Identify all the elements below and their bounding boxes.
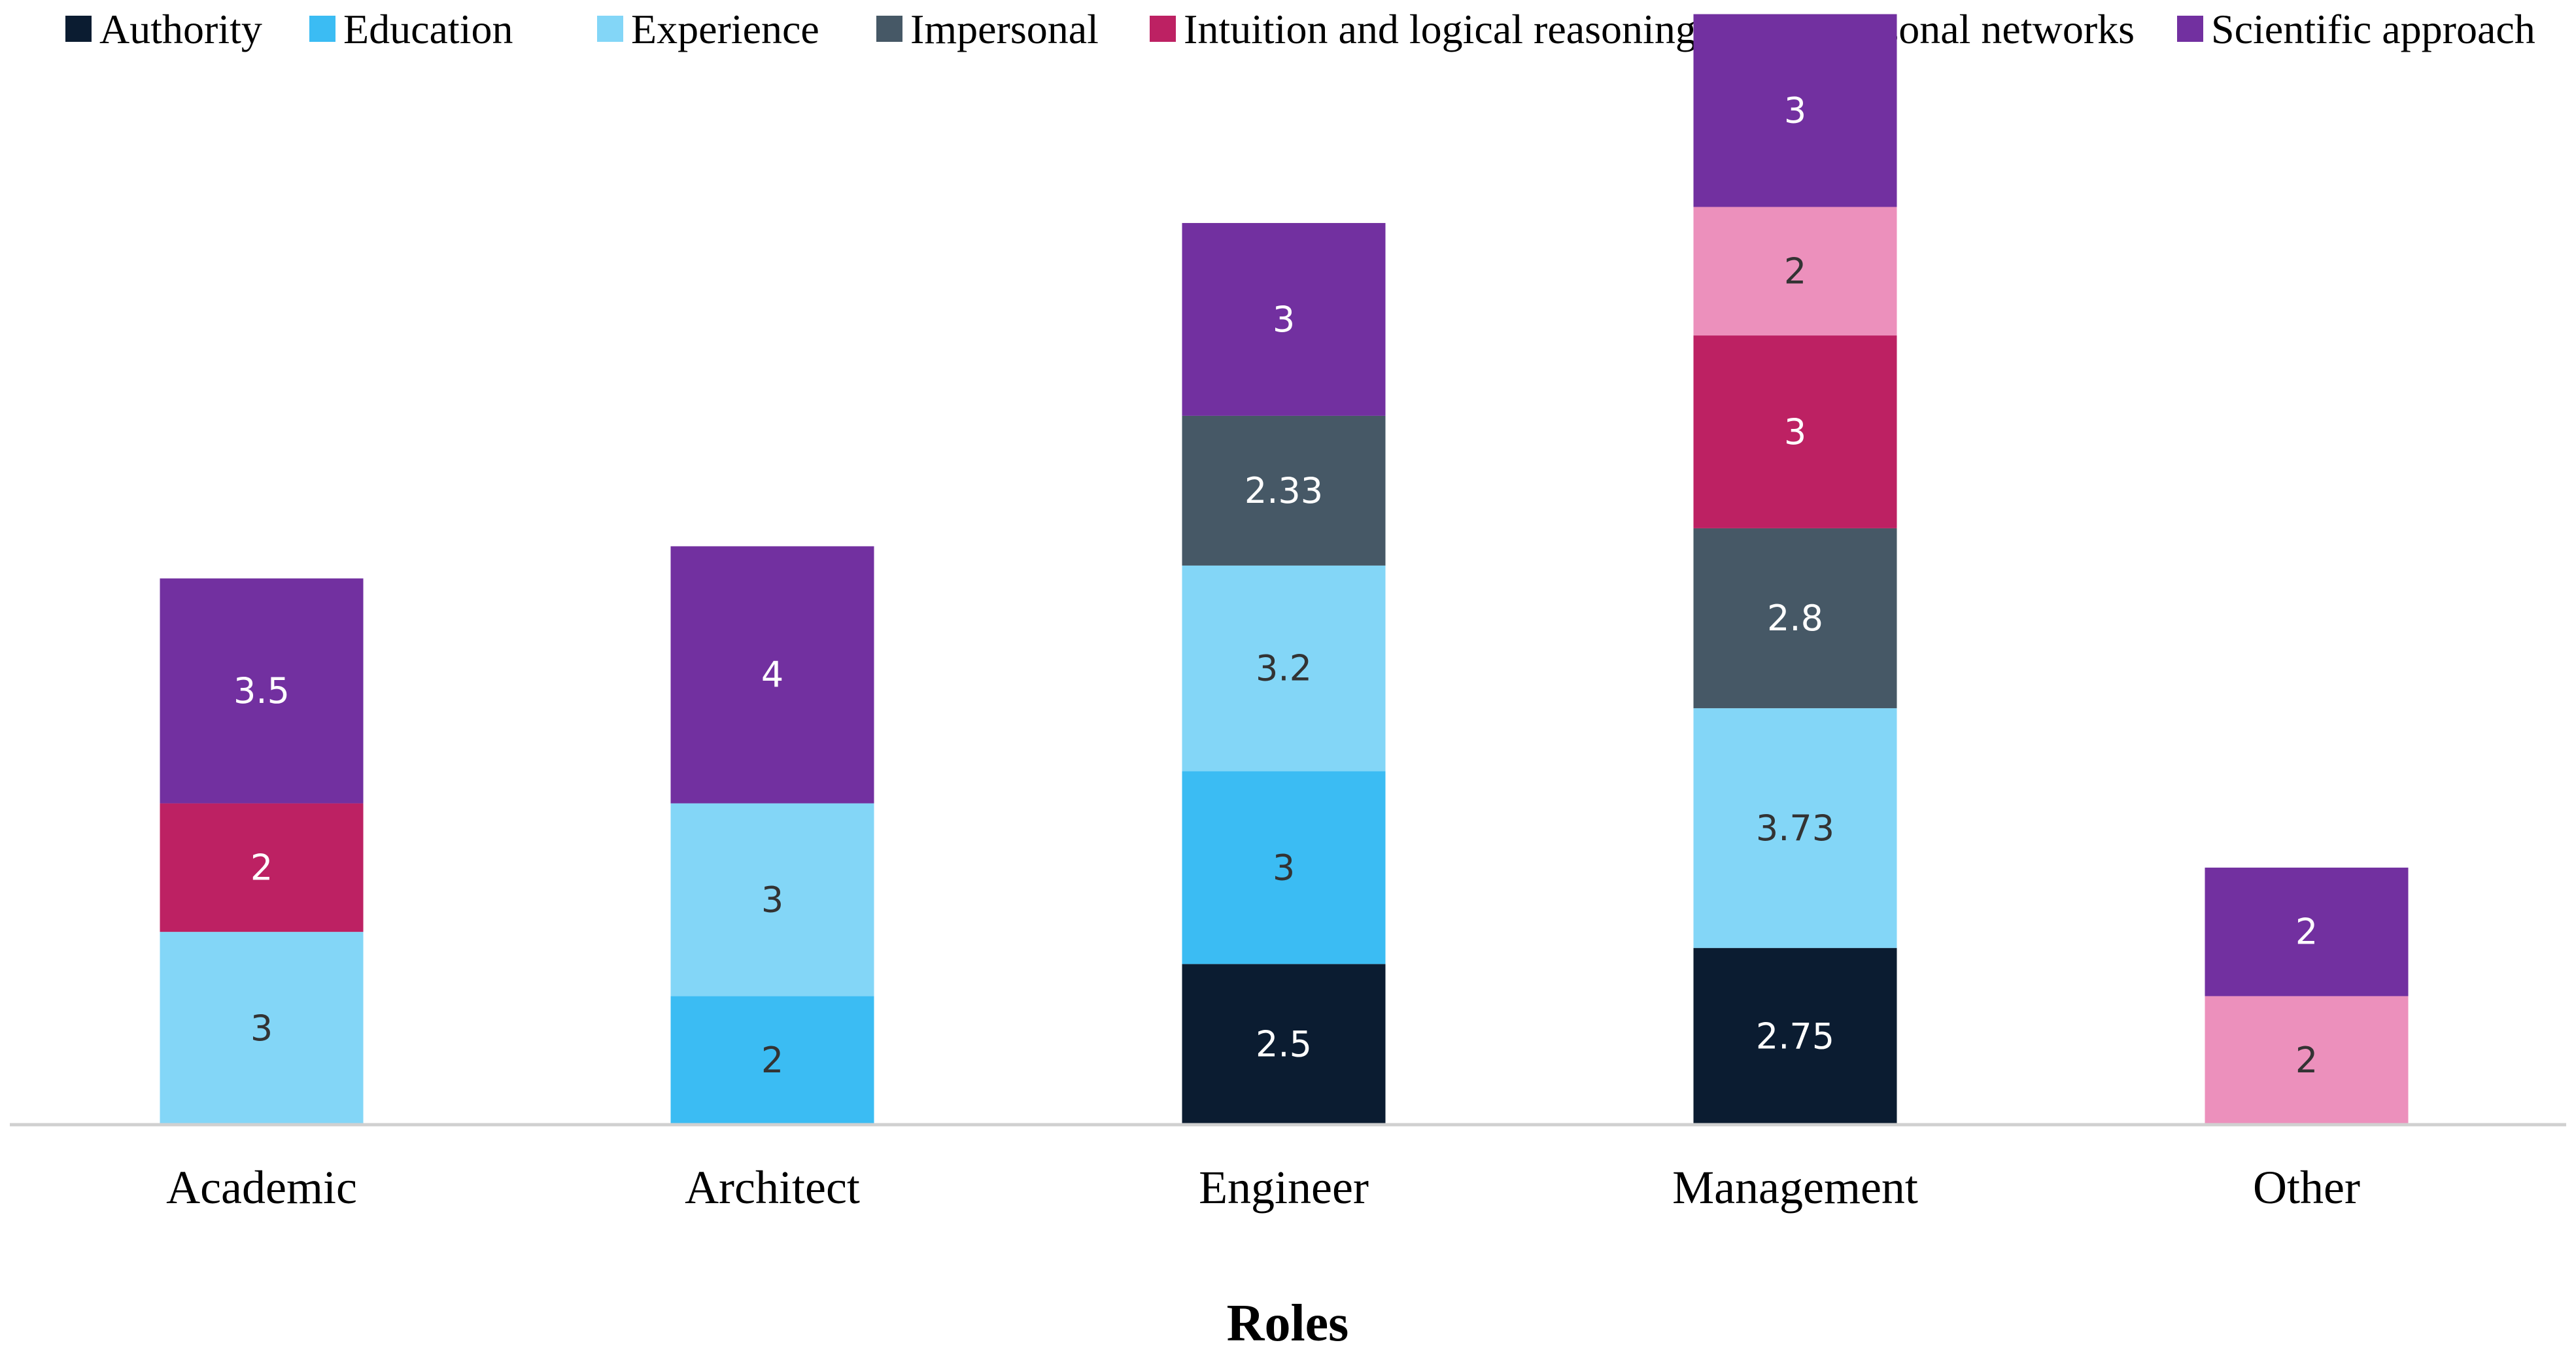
x-tick-label-other: Other [2253,1161,2360,1214]
x-tick-label-architect: Architect [685,1161,860,1214]
data-label-management-experience: 3.73 [1756,808,1834,849]
bar-segment-architect-education [670,996,874,1125]
legend-label-scientific-approach: Scientific approach [2211,6,2535,52]
bar-segment-academic-scientific-approach [160,578,364,804]
bar-segment-engineer-education [1182,771,1386,964]
data-label-management-impersonal: 2.8 [1767,598,1823,639]
data-label-academic-intuition-and-logical-reasoning: 2 [250,847,273,888]
data-label-architect-scientific-approach: 4 [761,655,783,696]
legend: Authority Education Experience Impersonal In… [65,6,2535,52]
bar-segment-engineer-impersonal [1182,415,1386,566]
data-label-academic-scientific-approach: 3.5 [233,670,290,711]
data-label-management-personal-networks: 2 [1784,250,1806,292]
legend-label-experience: Experience [631,6,819,52]
data-label-other-scientific-approach: 2 [2295,912,2318,953]
data-label-engineer-education: 3 [1273,847,1295,888]
legend-label-intuition-and-logical-reasoning: Intuition and logical reasoning [1184,6,1696,52]
legend-swatch-education [309,16,335,42]
legend-label-education: Education [343,6,513,52]
bar-segment-academic-experience [160,932,364,1125]
legend-label-authority: Authority [99,6,262,52]
legend-swatch-authority [65,16,92,42]
x-tick-label-engineer: Engineer [1199,1161,1369,1214]
bar-segment-management-impersonal [1693,528,1897,709]
legend-swatch-experience [597,16,623,42]
data-label-management-scientific-approach: 3 [1784,90,1806,131]
x-tick-label-academic: Academic [166,1161,357,1214]
data-label-engineer-experience: 3.2 [1256,648,1312,689]
bar-segment-academic-intuition-and-logical-reasoning [160,803,364,932]
bar-segment-management-authority [1693,947,1897,1125]
bar-segment-architect-scientific-approach [670,546,874,804]
data-label-architect-experience: 3 [761,879,783,921]
x-tick-label-management: Management [1672,1161,1918,1214]
bar-segment-management-intuition-and-logical-reasoning [1693,335,1897,528]
x-axis-ticks: Academic Architect Engineer Management Other [166,1161,2360,1214]
bar-segment-other-scientific-approach [2205,867,2409,997]
data-label-architect-education: 2 [761,1040,783,1081]
data-label-academic-experience: 3 [250,1008,273,1049]
data-label-management-authority: 2.75 [1756,1015,1834,1057]
data-label-engineer-impersonal: 2.33 [1245,470,1323,511]
bar-segment-engineer-authority [1182,964,1386,1125]
bar-segment-other-personal-networks [2205,996,2409,1125]
legend-label-impersonal: Impersonal [910,6,1099,52]
bar-segment-engineer-experience [1182,565,1386,772]
plot-area: 3 2 3.5 2 3 4 2.5 3 3.2 2.33 3 2.75 3.73 2.8 3 2 3 2 2 [160,14,2409,1125]
bar-segment-management-scientific-approach [1693,14,1897,207]
bar-segment-management-experience [1693,708,1897,948]
bar-segment-engineer-scientific-approach [1182,223,1386,416]
data-label-engineer-authority: 2.5 [1256,1024,1312,1065]
x-axis-title: Roles [1227,1295,1349,1352]
bar-segment-management-personal-networks [1693,207,1897,336]
legend-swatch-impersonal [876,16,902,42]
data-label-other-personal-networks: 2 [2295,1040,2318,1081]
legend-swatch-intuition-and-logical-reasoning [1150,16,1176,42]
bar-segment-architect-experience [670,803,874,997]
data-label-management-intuition-and-logical-reasoning: 3 [1784,411,1806,452]
legend-swatch-scientific-approach [2177,16,2203,42]
data-label-engineer-scientific-approach: 3 [1273,299,1295,340]
